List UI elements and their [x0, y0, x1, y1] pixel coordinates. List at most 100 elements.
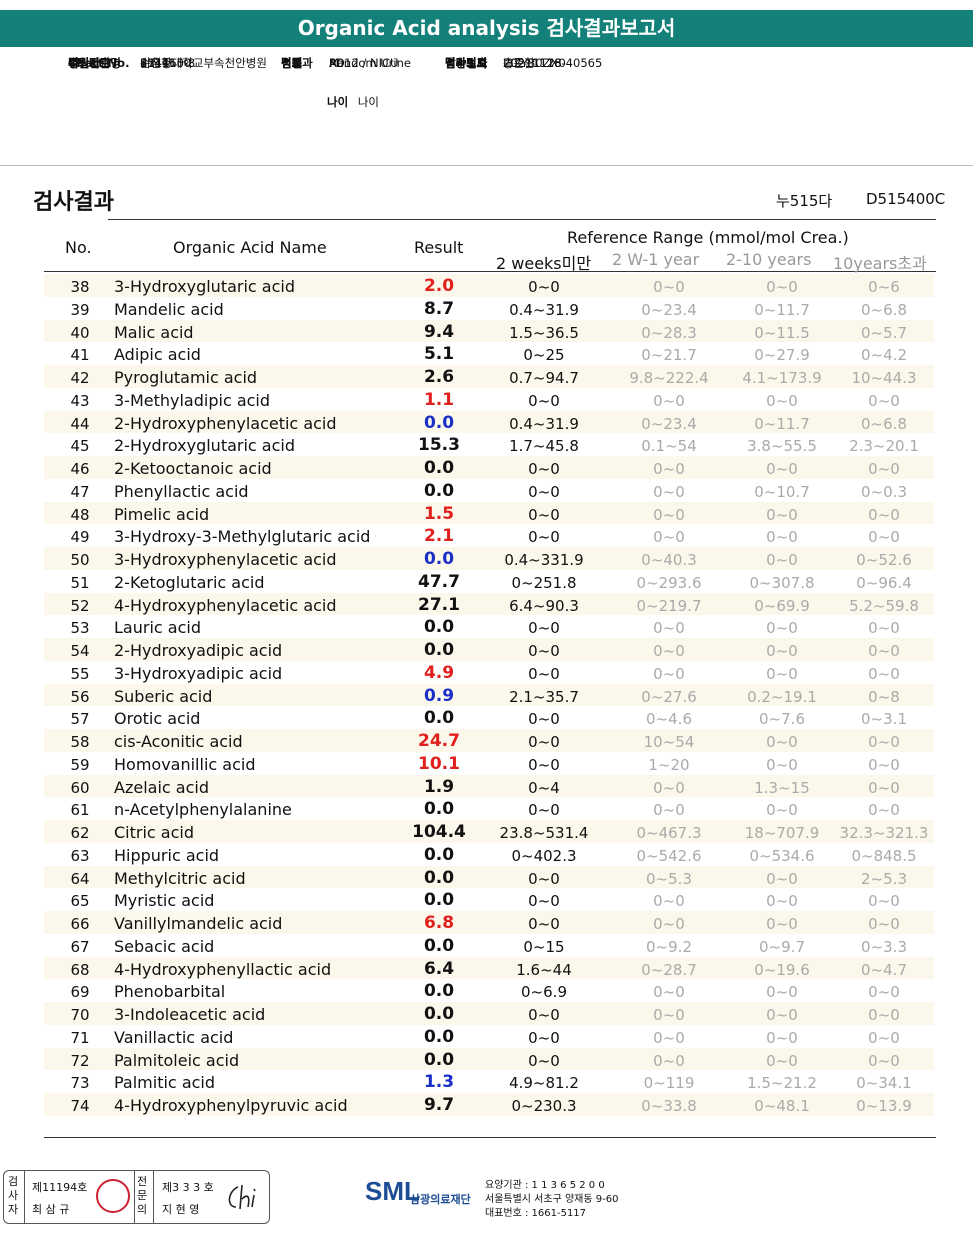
- ref-range-10y-plus: 0~0: [868, 505, 900, 524]
- ref-range-2-10y: 0~0: [766, 460, 798, 478]
- address-line: 서울특별시 서초구 양재동 9-60: [485, 1194, 619, 1205]
- result-value: 104.4: [412, 822, 466, 842]
- acid-name: 2-Ketooctanoic acid: [114, 459, 272, 478]
- acid-name: Hippuric acid: [114, 845, 220, 865]
- table-row: 57 Orotic acid 0.0 0~0 0~4.6 0~7.6 0~3.1: [44, 706, 934, 729]
- ref-range-2weeks: 0~0: [528, 460, 560, 478]
- row-number: 55: [70, 664, 90, 683]
- ref-range-2-10y: 0~7.6: [759, 710, 805, 729]
- table-row: 61 n-Acetylphenylalanine 0.0 0~0 0~0 0~0 0~0: [44, 797, 934, 820]
- info-key: 수진자: [68, 56, 100, 70]
- info-row: 주민번호 211110-3: [68, 54, 958, 74]
- address-line: 요양기관 : 1 1 3 6 5 2 0 0: [485, 1180, 605, 1191]
- examiner-label: 검사자: [8, 1175, 19, 1216]
- row-number: 53: [70, 619, 90, 638]
- ref-range-2-10y: 0~0: [766, 801, 798, 820]
- result-value: 4.9: [423, 662, 455, 683]
- ref-range-2weeks: 0~0: [528, 391, 560, 410]
- acid-name: Palmitoleic acid: [114, 1050, 240, 1070]
- result-value: 0.0: [423, 867, 455, 888]
- acid-name: 3-Hydroxyglutaric acid: [114, 277, 295, 296]
- acid-name: Orotic acid: [114, 709, 201, 729]
- ref-range-10y-plus: 0~52.6: [856, 551, 912, 569]
- signature-box: 검사자 제11194호 최 삼 규 전문의 제3 3 3 호 지 현 영: [3, 1170, 270, 1224]
- ref-range-2weeks: 0~0: [528, 1006, 560, 1024]
- ref-range-2weeks: 0.4~331.9: [504, 551, 584, 569]
- table-row: 65 Myristic acid 0.0 0~0 0~0 0~0 0~0: [44, 888, 934, 911]
- table-header-line: [44, 271, 936, 272]
- ref-range-2weeks: 0~0: [528, 915, 560, 933]
- result-value: 1.3: [423, 1072, 455, 1093]
- row-number: 43: [70, 391, 90, 410]
- ref-range-2-10y: 0~0: [766, 619, 798, 638]
- result-value: 2.6: [423, 367, 455, 387]
- ref-range-2weeks: 0~0: [528, 528, 560, 547]
- row-number: 50: [70, 551, 90, 569]
- result-code-1: 누515다: [776, 192, 833, 210]
- table-row: 41 Adipic acid 5.1 0~25 0~21.7 0~27.9 0~4.2: [44, 342, 934, 365]
- ref-range-10y-plus: 0~0: [868, 460, 900, 478]
- ref-range-2-10y: 0~0: [766, 892, 798, 911]
- info-row: 결과보고 20211126: [445, 54, 973, 74]
- row-number: 72: [70, 1051, 90, 1070]
- row-number: 40: [70, 323, 90, 342]
- result-section-title: 검사결과: [33, 190, 114, 215]
- ref-range-2w-1y: 0~542.6: [636, 846, 702, 865]
- ref-range-2w-1y: 0~0: [653, 1028, 685, 1047]
- result-value: 0.0: [423, 549, 455, 569]
- result-value: 9.7: [423, 1095, 455, 1115]
- row-number: 57: [70, 710, 90, 729]
- acid-name: 3-Hydroxyadipic acid: [114, 663, 283, 683]
- info-row: 진료과 PD: [281, 54, 973, 74]
- row-number: 42: [70, 369, 90, 387]
- table-row: 60 Azelaic acid 1.9 0~4 0~0 1.3~15 0~0: [44, 774, 934, 798]
- ref-range-2-10y: 0~11.5: [754, 323, 810, 342]
- result-value: 15.3: [418, 435, 460, 456]
- info-key: 임상정보: [445, 56, 488, 70]
- ref-range-2weeks: 0~0: [528, 892, 560, 911]
- ref-range-10y-plus: 0~0: [868, 915, 900, 933]
- table-row: 39 Mandelic acid 8.7 0.4~31.9 0~23.4 0~11.7 0~…: [44, 297, 934, 320]
- info-row: 병동 A012 / NICU: [281, 54, 973, 74]
- table-row: 54 2-Hydroxyadipic acid 0.0 0~0 0~0 0~0 0~0: [44, 638, 934, 661]
- table-row: 50 3-Hydroxyphenylacetic acid 0.0 0.4~331.9…: [44, 547, 934, 570]
- ref-range-2-10y: 18~707.9: [744, 824, 820, 842]
- info-value: 20211118-40565: [503, 56, 603, 70]
- result-value: 0.0: [423, 981, 455, 1002]
- result-value: 0.0: [423, 617, 455, 638]
- ref-range-2w-1y: 0~0: [653, 664, 685, 683]
- ref-range-2weeks: 0~0: [528, 482, 560, 501]
- ref-range-10y-plus: 0~3.1: [861, 710, 907, 729]
- row-number: 65: [70, 892, 90, 911]
- ref-range-2weeks: 0~251.8: [511, 573, 577, 592]
- table-row: 52 4-Hydroxyphenylacetic acid 27.1 6.4~90.3…: [44, 592, 934, 616]
- row-number: 67: [70, 937, 90, 956]
- acid-name: Palmitic acid: [114, 1073, 216, 1093]
- result-value: 1.5: [423, 503, 455, 524]
- acid-name: Methylcitric acid: [114, 868, 246, 888]
- row-number: 54: [70, 642, 90, 660]
- result-value: 2.0: [423, 276, 455, 296]
- result-value: 0.0: [423, 1049, 455, 1070]
- ref-range-10y-plus: 0~96.4: [856, 573, 912, 592]
- ref-range-2weeks: 0~230.3: [511, 1097, 577, 1115]
- header-name: Organic Acid Name: [173, 238, 327, 257]
- row-number: 45: [70, 437, 90, 456]
- ref-range-2w-1y: 0~467.3: [636, 824, 702, 842]
- ref-range-2weeks: 0.4~31.9: [509, 414, 579, 433]
- result-value: 0.0: [423, 799, 455, 820]
- result-value: 6.8: [423, 913, 455, 933]
- result-value: 27.1: [418, 594, 460, 615]
- ref-range-2w-1y: 0~0: [653, 801, 685, 820]
- acid-name: Suberic acid: [114, 686, 213, 706]
- ref-range-2-10y: 0~11.7: [754, 414, 810, 433]
- ref-range-2weeks: 0~0: [528, 642, 560, 660]
- ref-range-2-10y: 0~0: [766, 551, 798, 569]
- result-value: 0.0: [423, 640, 455, 660]
- result-value: 24.7: [418, 731, 460, 751]
- ref-range-2-10y: 0~48.1: [754, 1097, 810, 1115]
- result-value: 10.1: [418, 753, 460, 774]
- ref-range-2w-1y: 0~4.6: [646, 710, 692, 729]
- ref-range-2weeks: 0~0: [528, 664, 560, 683]
- info-value: M: [329, 56, 339, 70]
